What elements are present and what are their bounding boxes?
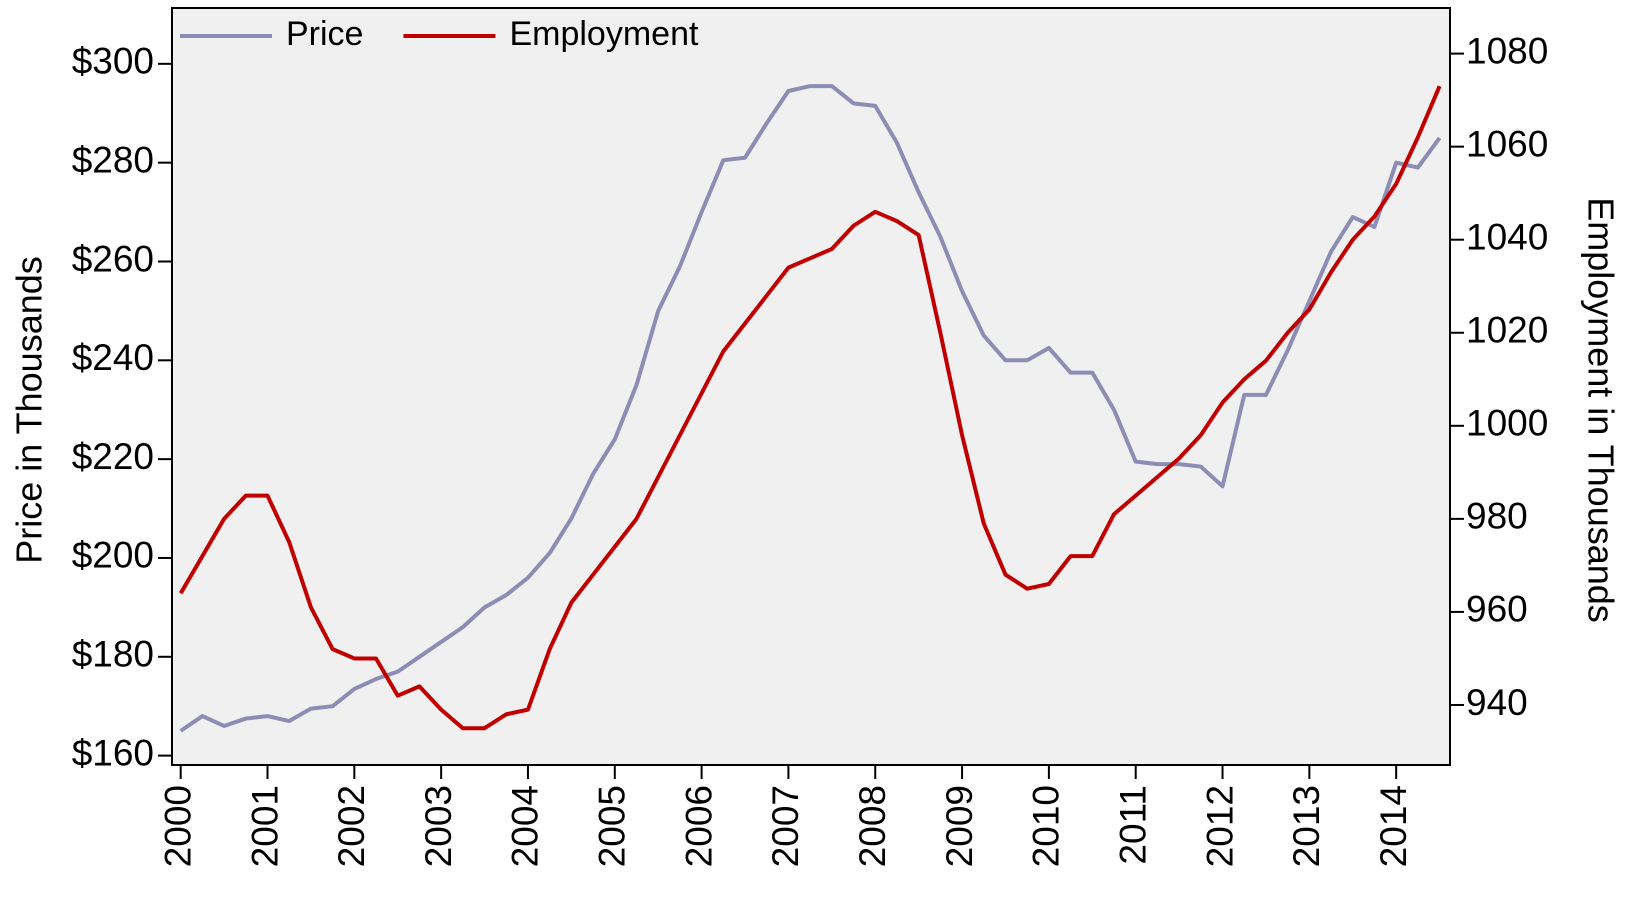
y-tick-label: $180 (72, 634, 154, 675)
y2-tick-label: 1040 (1466, 216, 1548, 257)
series-line (179, 84, 1442, 733)
y-tick-label: $220 (72, 436, 154, 477)
x-tick-label: 2008 (852, 785, 893, 867)
x-tick-label: 2012 (1199, 785, 1240, 867)
x-tick-label: 2007 (765, 785, 806, 867)
x-tick-label: 2006 (678, 785, 719, 867)
y-tick-label: $160 (72, 732, 154, 773)
y-axis-label: Price in Thousands (9, 256, 50, 564)
y-tick-label: $240 (72, 337, 154, 378)
y2-tick-label: 960 (1466, 589, 1528, 630)
x-tick-label: 2013 (1286, 785, 1327, 867)
x-tick-label: 2003 (418, 785, 459, 867)
x-tick-label: 2014 (1373, 785, 1414, 867)
y2-tick-label: 1060 (1466, 123, 1548, 164)
y2-axis-label: Employment in Thousands (1580, 197, 1621, 623)
y2-tick-label: 940 (1466, 682, 1528, 723)
x-tick-label: 2011 (1112, 785, 1153, 865)
legend-label: Employment (509, 15, 699, 53)
x-tick-label: 2009 (939, 785, 980, 867)
series-line (178, 85, 1442, 731)
x-tick-label: 2010 (1026, 785, 1067, 867)
legend-label: Price (286, 15, 363, 53)
y-tick-label: $300 (72, 41, 154, 82)
y2-tick-label: 1020 (1466, 310, 1548, 351)
y-tick-label: $200 (72, 535, 154, 576)
y2-tick-label: 1080 (1466, 30, 1548, 71)
y2-tick-label: 980 (1466, 496, 1528, 537)
y-tick-label: $280 (72, 139, 154, 180)
x-tick-label: 2000 (157, 785, 198, 867)
x-tick-label: 2005 (592, 785, 633, 867)
x-tick-label: 2001 (244, 785, 285, 867)
x-tick-label: 2002 (331, 785, 372, 867)
plot-area (171, 7, 1451, 766)
y-tick-label: $260 (72, 238, 154, 279)
x-tick-label: 2004 (505, 785, 546, 867)
y2-tick-label: 1000 (1466, 403, 1548, 444)
